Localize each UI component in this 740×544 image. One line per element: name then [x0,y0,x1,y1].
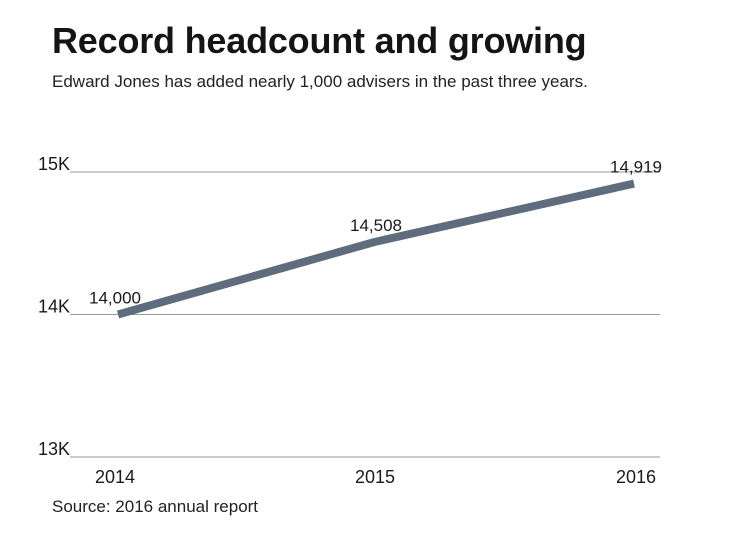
y-axis-labels: 13K 14K 15K [38,154,70,459]
y-tick-label: 13K [38,439,70,459]
data-label: 14,000 [89,289,141,308]
x-axis-labels: 2014 2015 2016 [95,467,656,487]
chart-title: Record headcount and growing [52,20,587,61]
data-label: 14,919 [610,158,662,177]
x-tick-label: 2016 [616,467,656,487]
series-lines [116,179,635,319]
source-note: Source: 2016 annual report [52,497,259,516]
x-tick-label: 2014 [95,467,135,487]
chart-subtitle: Edward Jones has added nearly 1,000 advi… [52,72,588,91]
gridlines [70,171,660,458]
x-tick-label: 2015 [355,467,395,487]
data-labels: 14,000 14,508 14,919 [89,158,662,308]
y-tick-label: 14K [38,297,70,317]
y-tick-label: 15K [38,154,70,174]
data-label: 14,508 [350,216,402,235]
series-line [116,179,635,319]
